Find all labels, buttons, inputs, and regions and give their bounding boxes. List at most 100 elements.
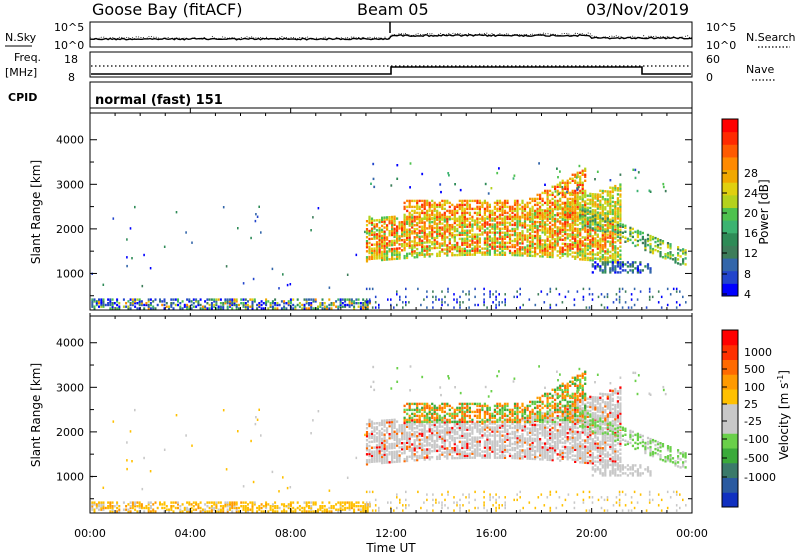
- power-cell: [614, 259, 617, 262]
- power-cell: [260, 231, 262, 234]
- power-cell: [571, 217, 574, 221]
- power-cell: [463, 243, 466, 246]
- power-cell: [428, 207, 431, 211]
- velocity-cell: [213, 506, 216, 510]
- power-cell: [421, 231, 424, 234]
- velocity-cell: [208, 501, 211, 504]
- power-cell: [370, 221, 374, 224]
- power-cell: [555, 303, 558, 307]
- velocity-cell: [544, 446, 547, 449]
- power-cell: [478, 205, 481, 209]
- power-cell: [581, 213, 584, 217]
- power-cell: [447, 290, 449, 293]
- power-cell: [406, 242, 409, 245]
- velocity-cell: [541, 412, 544, 415]
- velocity-cell: [247, 508, 249, 511]
- velocity-cell: [526, 443, 529, 446]
- power-cell: [438, 220, 441, 223]
- power-cell: [393, 233, 396, 236]
- power-cell: [423, 235, 426, 238]
- power-cell: [396, 233, 399, 236]
- power-cell: [231, 303, 234, 307]
- velocity-cell: [213, 501, 216, 504]
- power-cell: [564, 248, 567, 252]
- velocity-cell: [393, 418, 396, 421]
- power-cell: [398, 221, 401, 224]
- velocity-cell: [413, 435, 416, 438]
- velocity-cell: [448, 429, 451, 432]
- power-cell: [391, 231, 394, 235]
- velocity-cell: [423, 426, 426, 429]
- velocity-cell: [373, 450, 376, 453]
- velocity-cell: [441, 445, 444, 448]
- velocity-cell: [143, 510, 146, 513]
- velocity-cell: [466, 422, 469, 425]
- power-cell: [368, 301, 371, 304]
- power-cell: [584, 212, 587, 215]
- power-cell: [584, 203, 587, 207]
- power-cell: [551, 215, 554, 219]
- velocity-cell: [468, 426, 471, 429]
- power-cell: [549, 241, 552, 245]
- power-cell: [136, 307, 139, 310]
- velocity-cell: [109, 506, 112, 510]
- power-cell: [581, 254, 584, 257]
- power-cell: [648, 189, 651, 192]
- velocity-cell: [421, 432, 424, 435]
- power-cell: [493, 251, 496, 254]
- velocity-cell: [229, 508, 231, 511]
- velocity-cell: [381, 437, 384, 441]
- power-cell: [609, 202, 612, 205]
- power-cell: [413, 230, 416, 233]
- velocity-cell: [516, 426, 519, 430]
- velocity-cell: [368, 424, 371, 428]
- velocity-cell: [215, 506, 218, 510]
- power-cell: [474, 287, 476, 291]
- power-cell: [381, 258, 384, 262]
- velocity-cell: [461, 452, 464, 456]
- power-cell: [521, 252, 524, 255]
- velocity-cell: [446, 451, 449, 454]
- power-cell: [428, 217, 431, 221]
- power-cell: [441, 301, 443, 304]
- velocity-cell: [531, 431, 534, 434]
- power-cell: [471, 243, 474, 246]
- power-cell: [576, 227, 579, 231]
- power-cell: [421, 217, 424, 221]
- power-cell: [370, 229, 374, 232]
- power-cell: [541, 255, 544, 258]
- power-cell: [539, 251, 542, 254]
- power-cell: [644, 240, 647, 244]
- power-cell: [566, 211, 569, 215]
- power-cell: [546, 253, 549, 256]
- power-cell: [321, 298, 324, 301]
- velocity-cell: [240, 501, 243, 504]
- velocity-cell: [421, 442, 424, 445]
- power-cell: [488, 251, 491, 254]
- power-cell: [471, 233, 474, 236]
- power-cell: [486, 203, 489, 207]
- power-cell: [616, 211, 619, 214]
- power-cell: [544, 221, 547, 224]
- power-cell: [516, 295, 518, 299]
- power-cell: [463, 229, 466, 232]
- power-cell: [473, 223, 476, 226]
- power-cell: [574, 181, 577, 184]
- velocity-cell: [337, 508, 340, 511]
- power-cell: [208, 303, 211, 307]
- power-cell: [443, 216, 446, 219]
- velocity-cell: [458, 426, 461, 430]
- power-cell: [609, 190, 612, 193]
- velocity-cell: [438, 445, 441, 448]
- velocity-cell: [466, 454, 469, 457]
- power-cell: [247, 303, 249, 307]
- power-cell: [423, 231, 426, 234]
- power-cell: [544, 189, 547, 193]
- power-cell: [531, 207, 534, 211]
- power-cell: [466, 211, 469, 215]
- velocity-cell: [381, 447, 384, 451]
- power-cell: [364, 300, 367, 303]
- power-cell: [521, 205, 524, 209]
- velocity-cell: [426, 456, 429, 459]
- power-cell: [468, 211, 471, 215]
